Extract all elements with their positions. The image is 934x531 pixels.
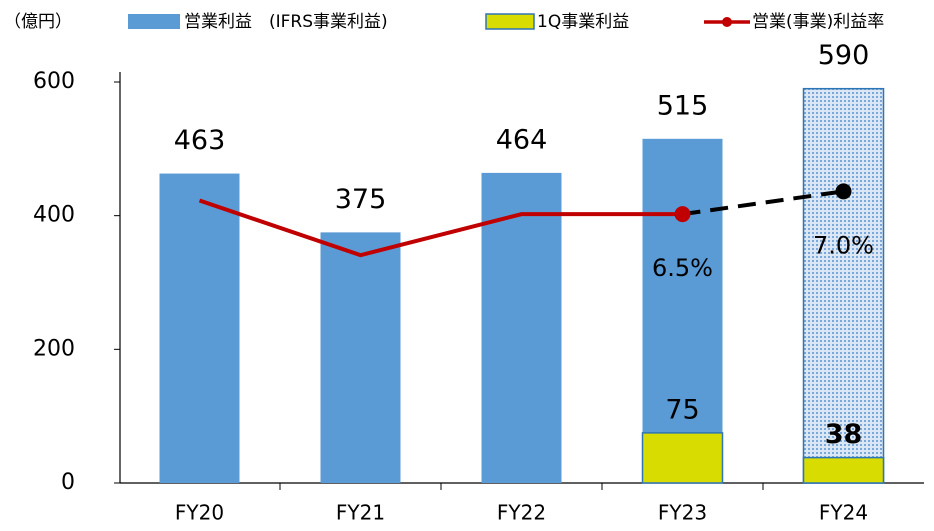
data-label: 38 — [825, 419, 863, 450]
data-label: 463 — [174, 125, 226, 156]
bar — [159, 173, 240, 484]
bar — [802, 87, 885, 484]
y-tick-label: 400 — [33, 203, 75, 228]
line — [198, 198, 683, 258]
bar — [481, 172, 562, 484]
data-label: 6.5% — [652, 254, 713, 282]
bar — [641, 432, 724, 484]
y-tick-label: 0 — [61, 470, 75, 495]
y-tick-label: 200 — [33, 336, 75, 361]
bar — [642, 138, 723, 483]
bar — [320, 232, 401, 483]
x-tick-label: FY20 — [175, 501, 224, 525]
legend-label: 1Q事業利益 — [537, 12, 629, 32]
x-tick-label: FY22 — [497, 501, 546, 525]
unit-label: （億円） — [4, 12, 72, 32]
data-label: 515 — [657, 90, 709, 121]
y-tick-label: 600 — [33, 69, 75, 94]
data-label: 464 — [496, 124, 548, 155]
x-tick-label: FY24 — [819, 501, 868, 525]
legend-swatch — [485, 13, 535, 30]
legend-marker — [722, 17, 732, 27]
data-label: 590 — [818, 40, 870, 71]
bar — [802, 456, 885, 484]
line-marker — [835, 183, 852, 200]
x-tick-label: FY21 — [336, 501, 385, 525]
legend-label: 営業(事業)利益率 — [752, 12, 884, 32]
legend-swatch — [128, 14, 180, 29]
line-marker — [674, 206, 691, 223]
data-label: 375 — [335, 184, 387, 215]
legend-label: 営業利益 (IFRS事業利益) — [184, 12, 388, 32]
data-label: 75 — [665, 394, 699, 425]
x-tick-label: FY23 — [658, 501, 707, 525]
data-label: 7.0% — [813, 231, 874, 259]
